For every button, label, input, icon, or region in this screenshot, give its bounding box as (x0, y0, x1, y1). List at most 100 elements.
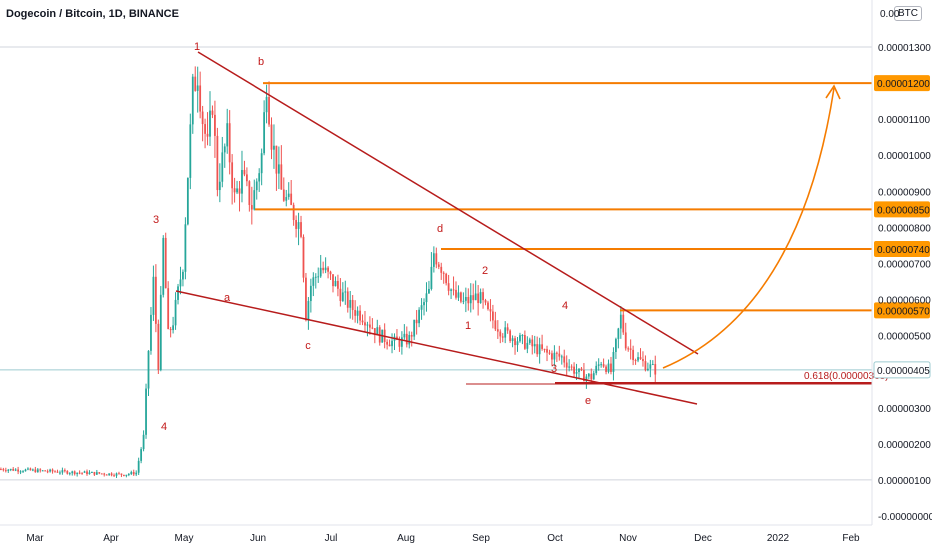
candle (140, 449, 143, 461)
candle (157, 323, 160, 370)
price-tick: 0.00000200 (878, 440, 931, 451)
candle (472, 295, 475, 301)
candle (51, 469, 54, 472)
candle (218, 181, 221, 191)
candle (526, 342, 529, 349)
candle (457, 292, 460, 298)
candle (499, 331, 502, 337)
price-tick-top: 0.00 (880, 9, 900, 20)
candle (578, 368, 580, 373)
candle (177, 286, 179, 300)
candle (22, 471, 24, 473)
candle (120, 473, 123, 475)
candle (359, 310, 361, 321)
candle (373, 328, 376, 336)
candle (531, 339, 534, 347)
candle (17, 469, 20, 472)
candle (597, 364, 600, 366)
candle (305, 277, 307, 321)
candle (268, 96, 270, 125)
candle (479, 292, 482, 304)
candle (12, 468, 15, 471)
candle (309, 285, 312, 302)
price-tick: 0.00000600 (878, 296, 931, 307)
candle (425, 293, 428, 303)
candle (600, 364, 603, 366)
candle (482, 292, 484, 301)
price-axis: 0.00001200 0.00000850 0.00000740 0.00000570… (871, 0, 932, 525)
candle (154, 276, 157, 324)
candle (100, 473, 103, 475)
grid (0, 46, 872, 481)
candle (541, 344, 543, 349)
time-tick: Oct (547, 533, 563, 544)
candle (587, 373, 590, 377)
wave-label: a (224, 292, 231, 304)
candle (329, 271, 332, 275)
wave-label: 4 (161, 421, 167, 433)
candle (440, 266, 443, 273)
candle (435, 253, 438, 265)
candle (260, 153, 263, 174)
candle (327, 267, 329, 272)
currency-badge[interactable]: BTC (894, 6, 922, 21)
candle (546, 349, 548, 353)
price-tick: 0.00000500 (878, 332, 931, 343)
wave-label: d (437, 223, 443, 235)
candle (71, 471, 74, 474)
candle (388, 344, 391, 347)
candle (632, 349, 635, 361)
candle (319, 267, 322, 277)
candle (504, 327, 507, 338)
candle (442, 272, 445, 274)
candle (592, 373, 595, 380)
candle (61, 470, 64, 473)
candle (201, 111, 204, 125)
candle (506, 327, 509, 331)
candle (391, 340, 393, 347)
candle (223, 146, 226, 153)
candle (246, 174, 248, 182)
candle (270, 124, 273, 150)
candle (583, 369, 585, 382)
candle (533, 344, 536, 347)
candle (514, 338, 516, 346)
candle (194, 76, 197, 91)
candle (290, 193, 293, 205)
price-tick: 0.00001100 (878, 115, 931, 126)
level-tag (874, 201, 930, 218)
candle (214, 114, 216, 136)
candle (334, 280, 337, 287)
time-tick: Apr (103, 533, 119, 544)
candle (536, 344, 539, 355)
candle (113, 475, 115, 477)
candle (432, 253, 435, 267)
candle (408, 335, 411, 345)
candle (654, 364, 657, 375)
price-tick: 0.00000700 (878, 259, 931, 270)
candle (521, 335, 524, 337)
candle (14, 469, 17, 471)
candle (44, 470, 47, 472)
candle (4, 470, 7, 472)
chart-title: Dogecoin / Bitcoin, 1D, BINANCE (6, 8, 179, 20)
candle (39, 469, 42, 471)
candle (258, 173, 261, 182)
candle (231, 162, 234, 189)
candle (46, 471, 49, 473)
wave-label: 1 (465, 320, 471, 332)
candle (127, 473, 130, 475)
candle (642, 359, 644, 362)
candle (341, 292, 344, 301)
candle (423, 302, 425, 306)
candle (228, 123, 231, 163)
candle (551, 353, 553, 360)
candle (105, 474, 108, 476)
candle (467, 297, 470, 304)
candle (649, 364, 652, 369)
time-tick: Nov (619, 533, 637, 544)
candle (76, 472, 79, 475)
price-tick: -0.00000000 (878, 512, 932, 523)
candle (236, 188, 238, 193)
